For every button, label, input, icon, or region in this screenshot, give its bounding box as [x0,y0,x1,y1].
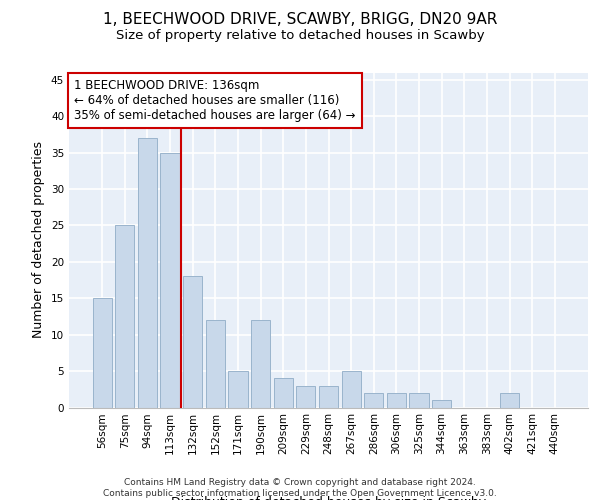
Text: 1, BEECHWOOD DRIVE, SCAWBY, BRIGG, DN20 9AR: 1, BEECHWOOD DRIVE, SCAWBY, BRIGG, DN20 … [103,12,497,28]
Text: 1 BEECHWOOD DRIVE: 136sqm
← 64% of detached houses are smaller (116)
35% of semi: 1 BEECHWOOD DRIVE: 136sqm ← 64% of detac… [74,79,356,122]
Y-axis label: Number of detached properties: Number of detached properties [32,142,46,338]
Bar [251,320,270,408]
Text: Contains HM Land Registry data © Crown copyright and database right 2024.
Contai: Contains HM Land Registry data © Crown c… [103,478,497,498]
Bar [296,386,316,407]
Bar [138,138,157,407]
Bar [274,378,293,408]
Bar [319,386,338,407]
Bar [364,393,383,407]
Bar [229,371,248,408]
Bar [500,393,519,407]
X-axis label: Distribution of detached houses by size in Scawby: Distribution of detached houses by size … [171,496,486,500]
Bar [183,276,202,407]
Bar [92,298,112,408]
Bar [206,320,225,408]
Bar [341,371,361,408]
Bar [115,226,134,408]
Bar [387,393,406,407]
Bar [432,400,451,407]
Text: Size of property relative to detached houses in Scawby: Size of property relative to detached ho… [116,29,484,42]
Bar [160,152,180,408]
Bar [409,393,428,407]
